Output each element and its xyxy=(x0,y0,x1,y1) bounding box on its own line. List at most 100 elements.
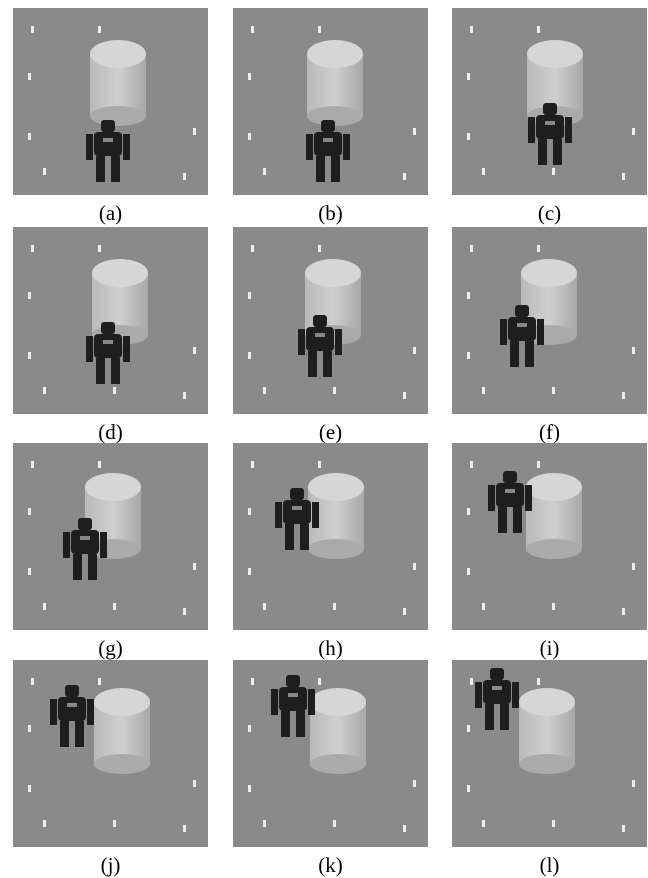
floor-marker xyxy=(113,387,116,394)
robot-arm xyxy=(306,134,313,160)
floor-marker xyxy=(403,608,406,615)
floor-marker xyxy=(537,461,540,468)
floor-marker xyxy=(248,133,251,140)
robot-leg xyxy=(331,156,340,182)
robot-torso xyxy=(496,483,524,507)
robot-leg xyxy=(500,704,509,730)
floor-marker xyxy=(467,785,470,792)
robot-leg xyxy=(281,711,290,737)
panel xyxy=(13,443,208,630)
floor-marker xyxy=(248,508,251,515)
robot-detail xyxy=(288,693,298,697)
robot-head xyxy=(101,322,115,334)
floor-marker xyxy=(31,245,34,252)
robot-leg xyxy=(513,507,522,533)
robot-detail xyxy=(315,333,325,337)
panel xyxy=(13,660,208,847)
floor-marker xyxy=(251,26,254,33)
floor-marker xyxy=(183,392,186,399)
panel-caption: (b) xyxy=(318,201,343,225)
floor-marker xyxy=(552,603,555,610)
cylinder-top xyxy=(308,473,364,501)
robot-arm xyxy=(298,329,305,355)
floor-marker xyxy=(333,603,336,610)
robot-arm xyxy=(528,117,535,143)
robot-leg xyxy=(510,341,519,367)
robot-arm xyxy=(308,689,315,715)
robot-head xyxy=(290,488,304,500)
floor-marker xyxy=(113,820,116,827)
floor-marker xyxy=(193,780,196,787)
floor-marker xyxy=(251,245,254,252)
floor-marker xyxy=(31,26,34,33)
floor-marker xyxy=(183,608,186,615)
robot-arm xyxy=(87,699,94,725)
floor-marker xyxy=(467,352,470,359)
floor-marker xyxy=(552,387,555,394)
floor-marker xyxy=(467,508,470,515)
floor-marker xyxy=(482,820,485,827)
floor-marker xyxy=(318,26,321,33)
robot-arm xyxy=(488,485,495,511)
floor-marker xyxy=(28,292,31,299)
robot-leg xyxy=(73,554,82,580)
panel xyxy=(233,227,428,414)
robot-torso xyxy=(283,500,311,524)
floor-marker xyxy=(622,825,625,832)
floor-marker xyxy=(43,168,46,175)
cylinder-bottom xyxy=(308,539,364,559)
floor-marker xyxy=(482,603,485,610)
robot-arm xyxy=(512,682,519,708)
floor-marker xyxy=(98,461,101,468)
floor-marker xyxy=(28,508,31,515)
floor-marker xyxy=(403,173,406,180)
robot-arm xyxy=(123,134,130,160)
cylinder-top xyxy=(85,473,141,501)
cylinder-bottom xyxy=(519,754,575,774)
cylinder-top xyxy=(521,259,577,287)
panel-caption: (a) xyxy=(99,201,122,225)
floor-marker xyxy=(28,568,31,575)
robot-arm xyxy=(123,336,130,362)
robot-leg xyxy=(323,351,332,377)
floor-marker xyxy=(263,603,266,610)
floor-marker xyxy=(470,678,473,685)
robot-detail xyxy=(545,121,555,125)
floor-marker xyxy=(248,725,251,732)
floor-marker xyxy=(248,785,251,792)
floor-marker xyxy=(43,387,46,394)
robot-torso xyxy=(279,687,307,711)
floor-marker xyxy=(470,461,473,468)
robot-arm xyxy=(271,689,278,715)
cylinder-bottom xyxy=(526,539,582,559)
floor-marker xyxy=(467,568,470,575)
floor-marker xyxy=(632,128,635,135)
floor-marker xyxy=(467,725,470,732)
floor-marker xyxy=(248,73,251,80)
robot-leg xyxy=(296,711,305,737)
floor-marker xyxy=(470,245,473,252)
robot-arm xyxy=(500,319,507,345)
panel xyxy=(452,443,647,630)
robot-arm xyxy=(343,134,350,160)
floor-marker xyxy=(98,678,101,685)
robot-torso xyxy=(71,530,99,554)
robot-arm xyxy=(312,502,319,528)
robot-detail xyxy=(505,489,515,493)
floor-marker xyxy=(552,820,555,827)
robot-arm xyxy=(335,329,342,355)
floor-marker xyxy=(318,245,321,252)
robot-arm xyxy=(275,502,282,528)
floor-marker xyxy=(403,392,406,399)
floor-marker xyxy=(413,347,416,354)
robot-arm xyxy=(100,532,107,558)
panel-caption: (g) xyxy=(98,636,123,660)
floor-marker xyxy=(43,820,46,827)
robot-leg xyxy=(300,524,309,550)
cylinder-top xyxy=(527,40,583,68)
panel-caption: (d) xyxy=(98,420,123,444)
robot-head xyxy=(313,315,327,327)
floor-marker xyxy=(632,563,635,570)
robot-detail xyxy=(323,138,333,142)
floor-marker xyxy=(622,608,625,615)
